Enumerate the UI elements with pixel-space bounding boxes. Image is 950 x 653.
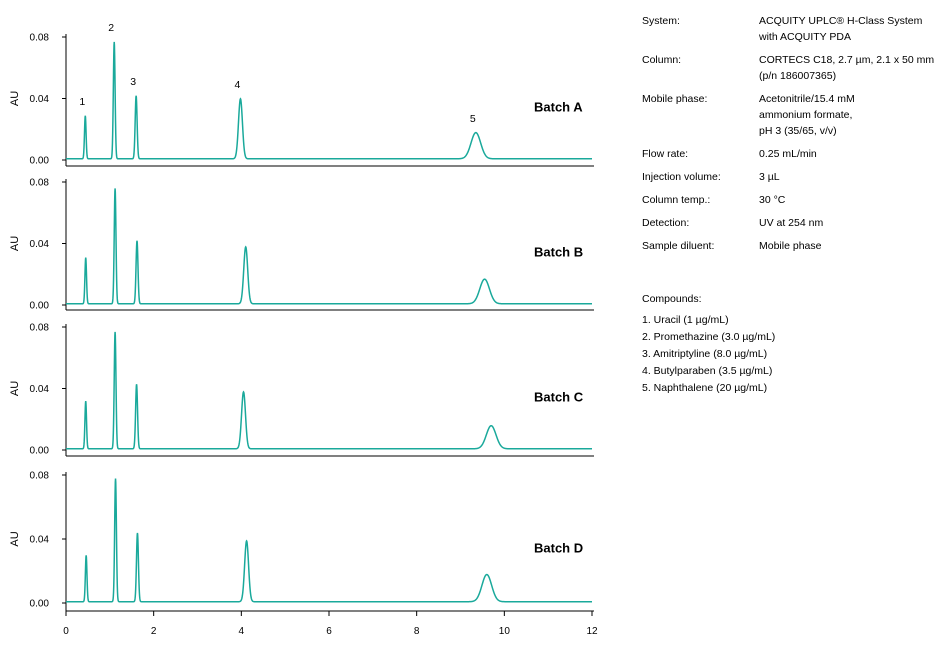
series-label: Batch C <box>534 390 584 405</box>
y-tick-label: 0.00 <box>30 446 50 457</box>
condition-key: Column: <box>642 54 682 66</box>
peak-number-label: 5 <box>470 113 476 125</box>
y-tick-label: 0.00 <box>30 156 50 167</box>
condition-key: Mobile phase: <box>642 93 708 105</box>
peak-number-label: 1 <box>79 96 85 108</box>
compound-item: 1. Uracil (1 µg/mL) <box>642 314 729 326</box>
x-tick-label: 12 <box>586 626 598 637</box>
condition-value-line: ACQUITY UPLC® H-Class System <box>759 15 923 27</box>
condition-value: CORTECS C18, 2.7 µm, 2.1 x 50 mm (p/n 186… <box>759 52 947 84</box>
x-tick-label: 0 <box>63 626 69 637</box>
condition-value-line: ammonium formate, <box>759 109 853 121</box>
condition-row: Flow rate: 0.25 mL/min <box>642 146 947 162</box>
condition-value-line: 0.25 mL/min <box>759 148 817 160</box>
compound-item: 5. Naphthalene (20 µg/mL) <box>642 382 768 394</box>
y-tick-label: 0.04 <box>30 384 50 395</box>
compound-item: 4. Butylparaben (3.5 µg/mL) <box>642 365 773 377</box>
y-axis-label: AU <box>9 531 21 546</box>
y-tick-label: 0.04 <box>30 535 50 546</box>
x-tick-label: 2 <box>151 626 157 637</box>
compound-item: 2. Promethazine (3.0 µg/mL) <box>642 331 776 343</box>
y-axis-label: AU <box>9 236 21 251</box>
condition-row: Detection: UV at 254 nm <box>642 215 947 231</box>
condition-value: 0.25 mL/min <box>759 146 947 162</box>
conditions-panel: System: ACQUITY UPLC® H-Class System with … <box>642 13 947 261</box>
condition-key: Sample diluent: <box>642 240 715 252</box>
condition-value: Mobile phase <box>759 238 947 254</box>
chromatogram-trace <box>66 188 592 305</box>
condition-row: Sample diluent: Mobile phase <box>642 238 947 254</box>
condition-key: Column temp.: <box>642 194 711 206</box>
peak-number-label: 4 <box>235 79 241 91</box>
condition-value-line: CORTECS C18, 2.7 µm, 2.1 x 50 mm <box>759 54 935 66</box>
chromatogram-trace <box>66 331 592 450</box>
condition-value: UV at 254 nm <box>759 215 947 231</box>
y-tick-label: 0.08 <box>30 323 50 334</box>
condition-row: Column temp.: 30 °C <box>642 192 947 208</box>
y-tick-label: 0.08 <box>30 33 50 44</box>
peak-number-label: 2 <box>108 22 114 34</box>
condition-value: Acetonitrile/15.4 mM ammonium formate, pH … <box>759 91 947 139</box>
y-tick-label: 0.08 <box>30 471 50 482</box>
series-label: Batch B <box>534 245 583 260</box>
y-tick-label: 0.04 <box>30 239 50 250</box>
x-tick-label: 6 <box>326 626 332 637</box>
condition-value: ACQUITY UPLC® H-Class System with ACQUITY… <box>759 13 947 45</box>
y-tick-label: 0.00 <box>30 301 50 312</box>
series-label: Batch D <box>534 541 583 556</box>
x-tick-label: 4 <box>239 626 245 637</box>
condition-value-line: (p/n 186007365) <box>759 70 837 82</box>
x-tick-label: 8 <box>414 626 420 637</box>
series-label: Batch A <box>534 100 583 115</box>
condition-value-line: with ACQUITY PDA <box>759 31 851 43</box>
x-tick-label: 10 <box>499 626 511 637</box>
condition-key: Injection volume: <box>642 171 721 183</box>
y-axis-label: AU <box>9 381 21 396</box>
y-tick-label: 0.00 <box>30 599 50 610</box>
y-axis-label: AU <box>9 91 21 106</box>
condition-value-line: Mobile phase <box>759 240 822 252</box>
compounds-list: 1. Uracil (1 µg/mL) 2. Promethazine (3.0 … <box>642 312 775 397</box>
condition-key: Flow rate: <box>642 148 689 160</box>
compound-item: 3. Amitriptyline (8.0 µg/mL) <box>642 348 768 360</box>
condition-value-line: UV at 254 nm <box>759 217 824 229</box>
y-tick-label: 0.08 <box>30 178 50 189</box>
condition-value-line: Acetonitrile/15.4 mM <box>759 93 855 105</box>
condition-key: System: <box>642 15 680 27</box>
condition-key: Detection: <box>642 217 690 229</box>
compounds-title: Compounds: <box>642 293 702 305</box>
chromatogram-trace <box>66 41 592 160</box>
condition-row: Mobile phase: Acetonitrile/15.4 mM ammoniu… <box>642 91 947 139</box>
condition-row: Injection volume: 3 µL <box>642 169 947 185</box>
condition-row: System: ACQUITY UPLC® H-Class System with … <box>642 13 947 45</box>
compounds-panel: Compounds: 1. Uracil (1 µg/mL) 2. Prometh… <box>642 291 775 397</box>
condition-value: 30 °C <box>759 192 947 208</box>
condition-row: Column: CORTECS C18, 2.7 µm, 2.1 x 50 mm (… <box>642 52 947 84</box>
peak-number-label: 3 <box>130 76 136 88</box>
condition-value-line: pH 3 (35/65, v/v) <box>759 125 837 137</box>
chromatogram-trace <box>66 478 592 603</box>
condition-value: 3 µL <box>759 169 947 185</box>
condition-value-line: 30 °C <box>759 194 786 206</box>
y-tick-label: 0.04 <box>30 94 50 105</box>
condition-value-line: 3 µL <box>759 171 780 183</box>
